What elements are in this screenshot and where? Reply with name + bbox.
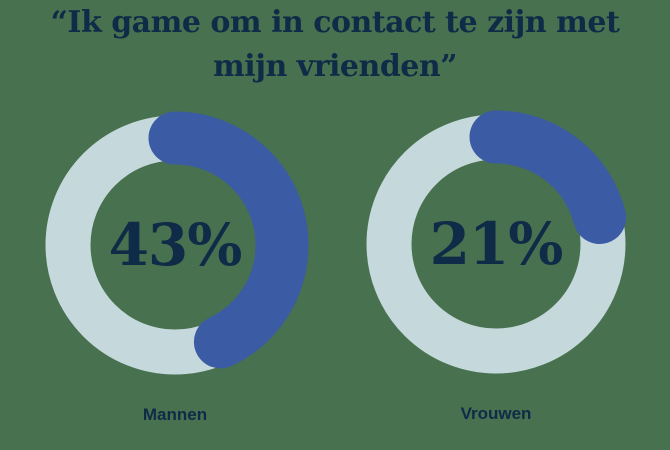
- donut-percentage-vrouwen: 21%: [429, 210, 564, 278]
- donut-label-vrouwen: Vrouwen: [460, 404, 532, 423]
- donut-progress-arc: [41, 111, 309, 379]
- donut-label-mannen: Mannen: [142, 405, 208, 424]
- donut-chart-vrouwen: 21% Vrouwen: [361, 109, 631, 429]
- donut-percentage-mannen: 43%: [108, 211, 243, 279]
- chart-title: “Ik game om in contact te zijn met mijn …: [50, 5, 620, 84]
- donut-svg: [362, 110, 630, 378]
- donut-svg: [41, 111, 309, 379]
- donut-progress-arc: [362, 110, 630, 378]
- donut-chart-mannen: 43% Mannen: [40, 110, 310, 430]
